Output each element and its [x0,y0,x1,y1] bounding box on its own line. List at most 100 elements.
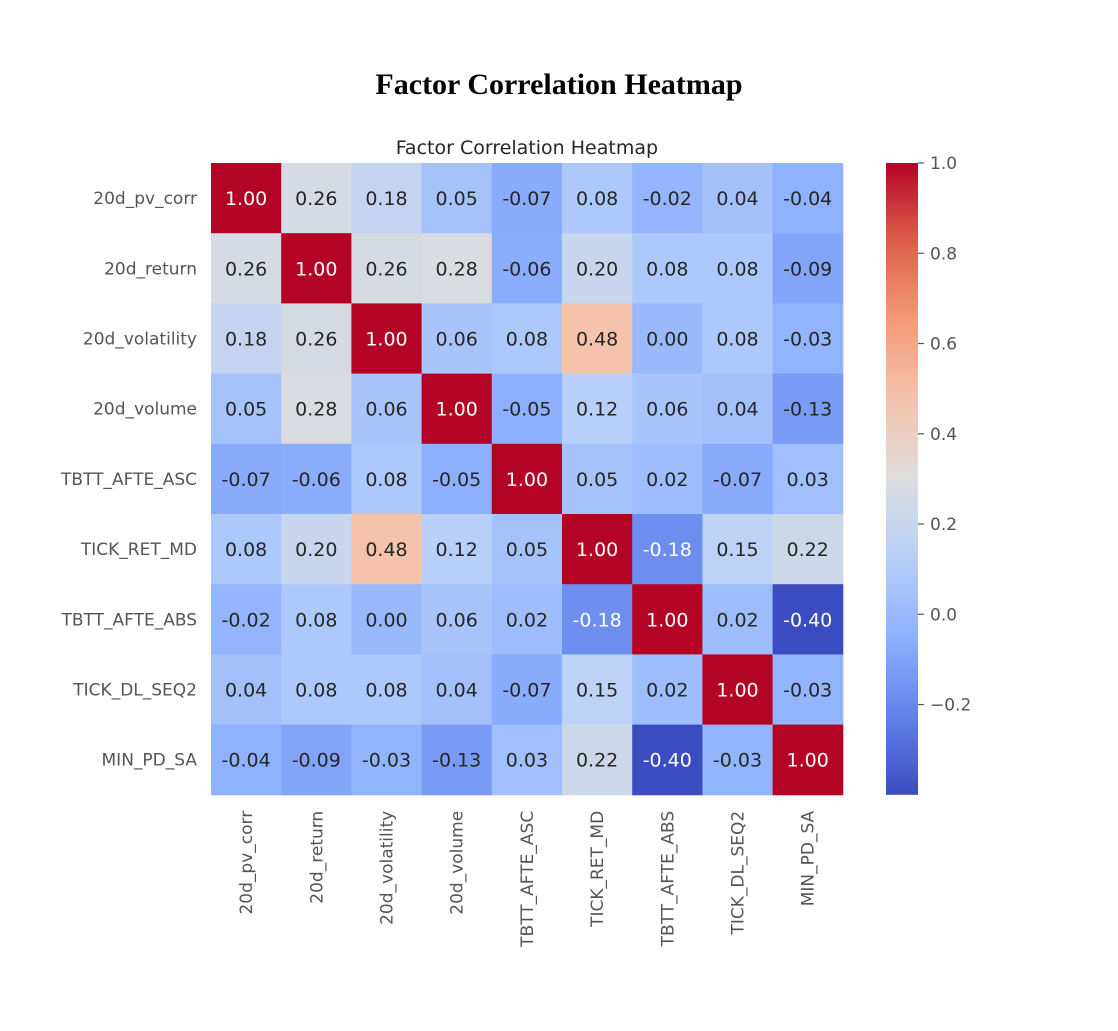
heatmap-cell [211,514,282,585]
cell-value-label: 0.08 [716,258,758,280]
cell-value-label: -0.04 [222,750,271,772]
heatmap-cell [491,654,563,726]
column-tick-labels: 20d_pv_corr 20d_return 20d_volatility 20d_v… [237,810,819,947]
row-tick-label: 20d_volume [93,400,197,420]
heatmap-cell [702,443,774,515]
heatmap-cell [772,233,844,304]
cell-value-label: 0.26 [295,188,337,210]
heatmap-cell [772,584,844,655]
cell-value-label: -0.03 [783,680,832,702]
heatmap-cell [772,443,844,515]
heatmap-cell [772,303,844,375]
cell-value-label: -0.07 [502,188,551,210]
cell-value-label: 0.08 [646,258,688,280]
heatmap-cell [632,443,703,515]
heatmap-cell [562,724,633,796]
row-tick-label: TICK_DL_SEQ2 [72,681,197,701]
cell-value-label: 0.08 [365,469,407,491]
heatmap-cell [281,584,352,655]
cell-value-label: 0.26 [295,329,337,351]
heatmap-cell [562,163,633,234]
heatmap-cell [281,373,352,445]
heatmap-cell [632,163,703,234]
heatmap-cell [281,233,352,304]
column-tick-label: 20d_volatility [378,811,398,925]
row-tick-label: 20d_pv_corr [93,189,197,209]
cell-value-label: 0.08 [506,329,548,351]
cell-value-label: -0.40 [783,609,832,631]
cell-value-label: -0.06 [292,469,341,491]
heatmap-cell [702,373,774,445]
cell-value-label: 0.08 [365,680,407,702]
cell-value-label: 0.05 [225,399,267,421]
column-tick-label: 20d_return [307,811,327,904]
cell-value-label: 0.20 [295,539,337,561]
cell-value-label: 0.15 [576,680,618,702]
cell-value-label: 0.00 [646,329,688,351]
column-tick-label: 20d_pv_corr [237,811,257,915]
cell-value-label: -0.03 [362,750,411,772]
cell-value-label: 0.05 [576,469,618,491]
heatmap-cell [281,514,352,585]
cell-value-label: -0.40 [643,750,692,772]
cell-value-label: 1.00 [225,188,267,210]
cell-value-label: 0.12 [576,399,618,421]
cell-value-label: -0.02 [222,609,271,631]
row-tick-labels: 20d_pv_corr 20d_return 20d_volatility 20d_v… [60,189,197,771]
heatmap-cell [632,654,703,726]
cell-value-label: 0.26 [365,258,407,280]
cell-value-label: 0.04 [716,188,758,210]
cell-value-label: 0.08 [716,329,758,351]
cell-value-label: 0.06 [436,329,478,351]
cell-value-label: 0.05 [506,539,548,561]
cell-value-label: -0.07 [713,469,762,491]
cell-value-label: -0.13 [432,750,481,772]
heatmap-cell [702,514,774,585]
cell-value-label: 0.18 [365,188,407,210]
cell-value-label: 1.00 [646,609,688,631]
heatmap-cell [562,514,633,585]
heatmap-cell [772,514,844,585]
heatmap-cell [491,303,563,375]
heatmap-cell [211,233,282,304]
chart-title: Factor Correlation Heatmap [396,137,658,159]
column-tick-label: TBTT_AFTE_ASC [518,811,538,948]
cell-value-label: 0.06 [436,609,478,631]
cell-value-label: 0.08 [225,539,267,561]
heatmap-cell [281,163,352,234]
heatmap-cell [351,443,423,515]
column-tick-label: MIN_PD_SA [799,810,819,906]
cell-value-label: 0.20 [576,258,618,280]
heatmap-cell [491,443,563,515]
heatmap-cell [351,303,423,375]
cell-value-label: 0.12 [436,539,478,561]
heatmap-cell [702,654,774,726]
heatmap-cell [491,373,563,445]
heatmap-cell [491,514,563,585]
heatmap-cell [772,654,844,726]
colorbar-tick-label: 0.2 [930,515,957,535]
cell-value-label: 0.05 [436,188,478,210]
heatmap-cell [702,163,774,234]
heatmap-cell [211,303,282,375]
colorbar-tick-label: 0.0 [930,605,957,625]
heatmap-cell [211,724,282,796]
heatmap-cell [702,724,774,796]
row-tick-label: TBTT_AFTE_ASC [60,470,197,490]
colorbar-tick-label: 1.0 [930,154,957,174]
heatmap-cell [491,163,563,234]
heatmap-cell [421,724,493,796]
colorbar [886,163,918,795]
heatmap-cell [421,443,493,515]
colorbar-tick-label: −0.2 [930,696,971,716]
heatmap-cell [772,724,844,796]
heatmap-cell [562,303,633,375]
cell-value-label: 0.02 [646,680,688,702]
cell-value-label: 1.00 [365,329,407,351]
heatmap-cell [702,303,774,375]
cell-value-label: 0.04 [225,680,267,702]
heatmap-cell [351,163,423,234]
heatmap-cell [211,654,282,726]
cell-value-label: 0.08 [576,188,618,210]
heatmap-cell [562,233,633,304]
